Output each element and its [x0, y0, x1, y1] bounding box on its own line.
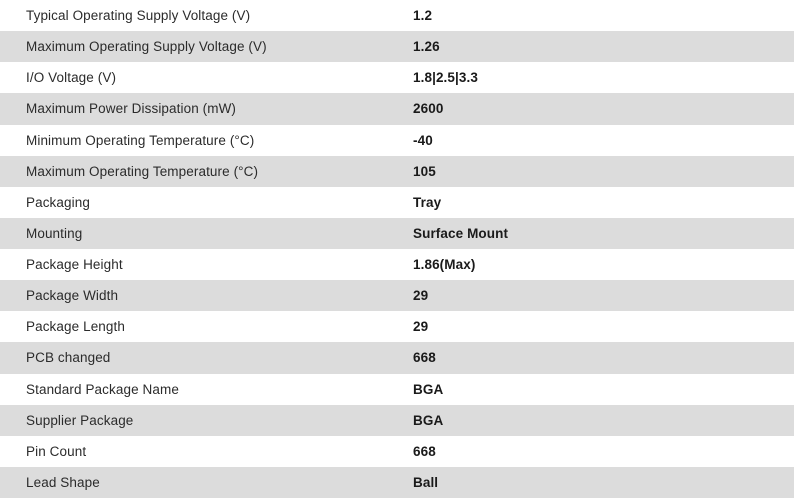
spec-row: Packaging Tray: [0, 186, 794, 218]
spec-label: Pin Count: [26, 443, 87, 459]
spec-row: Package Width 29: [0, 280, 794, 312]
spec-value: 668: [413, 443, 436, 459]
spec-value: 105: [413, 163, 436, 179]
spec-row: Standard Package Name BGA: [0, 373, 794, 405]
spec-row: I/O Voltage (V) 1.8|2.5|3.3: [0, 62, 794, 94]
spec-label: Lead Shape: [26, 474, 100, 490]
spec-label: Maximum Operating Temperature (°C): [26, 163, 259, 179]
spec-value: 1.2: [413, 8, 433, 24]
spec-row: Minimum Operating Temperature (°C) -40: [0, 124, 794, 156]
spec-label: Mounting: [26, 225, 83, 241]
spec-row: Supplier Package BGA: [0, 404, 794, 436]
spec-label: Typical Operating Supply Voltage (V): [26, 8, 251, 24]
spec-value: BGA: [413, 381, 444, 397]
spec-value: -40: [413, 132, 433, 148]
spec-label: Maximum Power Dissipation (mW): [26, 101, 237, 117]
spec-value: 29: [413, 319, 429, 335]
spec-label: Minimum Operating Temperature (°C): [26, 132, 255, 148]
spec-value: 668: [413, 350, 436, 366]
spec-row: Typical Operating Supply Voltage (V) 1.2: [0, 0, 794, 32]
spec-row: Maximum Power Dissipation (mW) 2600: [0, 93, 794, 125]
spec-row: Pin Count 668: [0, 435, 794, 467]
spec-value: 1.8|2.5|3.3: [413, 70, 478, 86]
spec-row: Maximum Operating Supply Voltage (V) 1.2…: [0, 31, 794, 63]
spec-label: Maximum Operating Supply Voltage (V): [26, 39, 267, 55]
spec-value: 1.86(Max): [413, 257, 476, 273]
spec-row: PCB changed 668: [0, 342, 794, 374]
spec-value: 1.26: [413, 39, 440, 55]
spec-value: 2600: [413, 101, 444, 117]
spec-label: Supplier Package: [26, 412, 134, 428]
spec-label: Packaging: [26, 194, 90, 210]
spec-label: PCB changed: [26, 350, 111, 366]
spec-label: Package Width: [26, 288, 119, 304]
spec-row: Package Length 29: [0, 311, 794, 343]
spec-row: Maximum Operating Temperature (°C) 105: [0, 155, 794, 187]
spec-label: I/O Voltage (V): [26, 70, 117, 86]
spec-row: Lead Shape Ball: [0, 466, 794, 498]
spec-value: Tray: [413, 194, 442, 210]
spec-value: 29: [413, 288, 429, 304]
spec-label: Standard Package Name: [26, 381, 179, 397]
spec-value: Ball: [413, 474, 439, 490]
spec-row: Package Height 1.86(Max): [0, 249, 794, 281]
spec-label: Package Length: [26, 319, 125, 335]
spec-value: Surface Mount: [413, 225, 509, 241]
spec-value: BGA: [413, 412, 444, 428]
spec-row: Mounting Surface Mount: [0, 217, 794, 249]
spec-label: Package Height: [26, 257, 123, 273]
